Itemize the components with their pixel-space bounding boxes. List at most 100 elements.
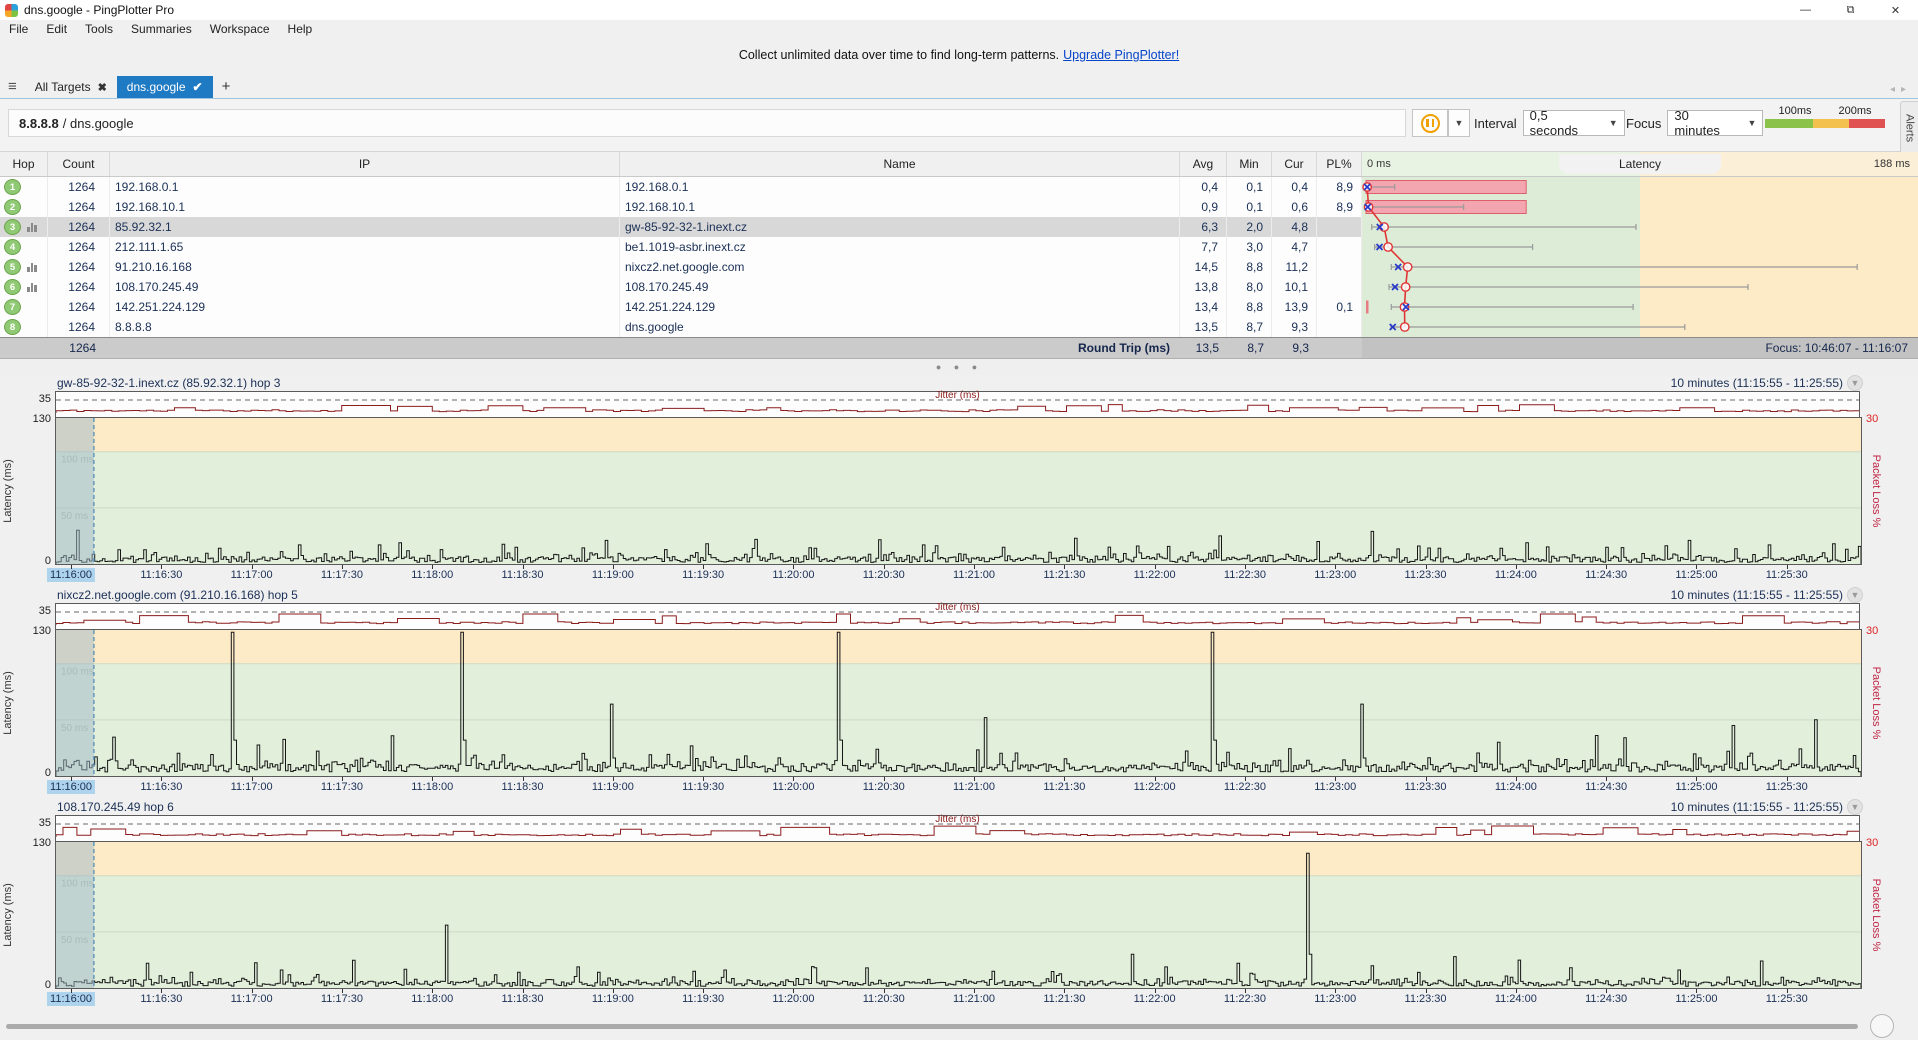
menu-help[interactable]: Help: [279, 22, 322, 36]
avg-cell: 6,3: [1180, 217, 1227, 237]
time-tick-label: 11:24:30: [1582, 780, 1630, 794]
close-tab-icon[interactable]: ✖: [98, 81, 107, 94]
table-row[interactable]: 1 1264 192.168.0.1 192.168.0.1 0,4 0,1 0…: [0, 177, 1918, 197]
latency-plot[interactable]: 100 ms50 ms: [55, 629, 1862, 777]
scrollbar-thumb[interactable]: [1870, 1014, 1894, 1038]
focus-range: Focus: 10:46:07 - 11:16:07: [1362, 338, 1918, 358]
time-tick-label: 11:24:30: [1582, 568, 1630, 582]
time-tick-label: 11:25:00: [1672, 568, 1720, 582]
table-row[interactable]: 8 1264 8.8.8.8 dns.google 13,5 8,7 9,3: [0, 317, 1918, 337]
col-avg: Avg: [1180, 152, 1227, 176]
y-max-label: 130: [33, 413, 51, 425]
menu-summaries[interactable]: Summaries: [122, 22, 201, 36]
jitter-band: Jitter (ms): [55, 391, 1860, 417]
y-min-label: 0: [45, 555, 51, 567]
tab-dns-google[interactable]: dns.google ✔: [117, 76, 213, 98]
packet-loss-max-label: 30: [1866, 625, 1878, 637]
tab-all-targets[interactable]: All Targets ✖: [25, 76, 117, 98]
pl-cell: 8,9: [1317, 197, 1362, 217]
chevron-down-icon: ▼: [1609, 118, 1618, 128]
latency-color-legend: 100ms 200ms: [1765, 105, 1885, 128]
add-tab-button[interactable]: +: [213, 78, 240, 98]
hamburger-icon[interactable]: ≡: [0, 78, 25, 98]
time-range-control[interactable]: 10 minutes (11:15:55 - 11:25:55) ▼: [1671, 799, 1863, 815]
jitter-caption: Jitter (ms): [931, 390, 983, 401]
jitter-band: Jitter (ms): [55, 603, 1860, 629]
table-row[interactable]: 5 1264 91.210.16.168 nixcz2.net.google.c…: [0, 257, 1918, 277]
menu-tools[interactable]: Tools: [76, 22, 122, 36]
time-range-control[interactable]: 10 minutes (11:15:55 - 11:25:55) ▼: [1671, 587, 1863, 603]
cur-cell: 4,8: [1272, 217, 1317, 237]
time-range-label: 10 minutes (11:15:55 - 11:25:55): [1671, 800, 1843, 814]
time-tick-label: 11:24:00: [1492, 992, 1540, 1006]
latency-series: 100 ms50 ms: [56, 418, 1861, 564]
time-tick-label: 11:20:30: [860, 780, 908, 794]
latency-scale-min: 0 ms: [1367, 158, 1391, 170]
scrollbar-track[interactable]: [6, 1024, 1858, 1029]
checkmark-icon: ✔: [193, 80, 203, 94]
latency-title: Latency: [1559, 154, 1721, 174]
table-row[interactable]: 2 1264 192.168.10.1 192.168.10.1 0,9 0,1…: [0, 197, 1918, 217]
menu-workspace[interactable]: Workspace: [201, 22, 279, 36]
alerts-label: Alerts: [1904, 114, 1916, 142]
target-ip: 8.8.8.8: [19, 116, 59, 131]
time-range-control[interactable]: 10 minutes (11:15:55 - 11:25:55) ▼: [1671, 375, 1863, 391]
time-tick-label: 11:23:00: [1311, 568, 1359, 582]
time-axis: 11:16:0011:16:3011:17:0011:17:3011:18:00…: [56, 565, 1862, 583]
hop-rows: 1 1264 192.168.0.1 192.168.0.1 0,4 0,1 0…: [0, 177, 1918, 337]
time-tick-label: 11:22:00: [1131, 992, 1179, 1006]
timeline-graph: 108.170.245.49 hop 6 10 minutes (11:15:5…: [0, 799, 1918, 1011]
timeline-scrollbar: [0, 1011, 1918, 1040]
menu-edit[interactable]: Edit: [37, 22, 76, 36]
ip-cell: 192.168.10.1: [110, 197, 620, 217]
target-address-box[interactable]: 8.8.8.8 / dns.google: [8, 109, 1406, 137]
count-cell: 1264: [48, 297, 110, 317]
time-tick-label: 11:21:00: [950, 992, 998, 1006]
min-cell: 8,0: [1227, 277, 1272, 297]
table-row[interactable]: 7 1264 142.251.224.129 142.251.224.129 1…: [0, 297, 1918, 317]
time-tick-label: 11:19:30: [679, 568, 727, 582]
time-tick-label: 11:17:30: [318, 568, 366, 582]
ip-cell: 212.111.1.65: [110, 237, 620, 257]
chevron-down-icon: ▼: [1847, 799, 1863, 815]
time-tick-label: 11:18:00: [408, 780, 456, 794]
summary-cur: 9,3: [1272, 338, 1317, 358]
col-latency: 0 ms Latency 188 ms: [1362, 152, 1918, 176]
menu-file[interactable]: File: [0, 22, 37, 36]
close-button[interactable]: ✕: [1873, 0, 1918, 20]
interval-select[interactable]: 0,5 seconds ▼: [1523, 110, 1625, 136]
time-tick-label: 11:17:00: [228, 568, 276, 582]
table-row[interactable]: 4 1264 212.111.1.65 be1.1019-asbr.inext.…: [0, 237, 1918, 257]
alerts-side-tab[interactable]: Alerts: [1900, 101, 1918, 155]
time-tick-label: 11:17:30: [318, 780, 366, 794]
restore-button[interactable]: ⧉: [1828, 0, 1873, 20]
time-tick-label: 11:19:30: [679, 780, 727, 794]
latency-plot[interactable]: 100 ms50 ms: [55, 841, 1862, 989]
time-tick-label: 11:17:00: [228, 780, 276, 794]
focus-select[interactable]: 30 minutes ▼: [1667, 110, 1763, 136]
min-cell: 8,8: [1227, 257, 1272, 277]
table-row[interactable]: 6 1264 108.170.245.49 108.170.245.49 13,…: [0, 277, 1918, 297]
minimize-button[interactable]: —: [1783, 0, 1828, 20]
pause-button[interactable]: [1412, 109, 1448, 137]
cur-cell: 11,2: [1272, 257, 1317, 277]
pause-dropdown-button[interactable]: ▼: [1448, 109, 1470, 137]
upgrade-link[interactable]: Upgrade PingPlotter!: [1063, 48, 1179, 62]
splitter-handle[interactable]: ● ● ●: [0, 359, 1918, 375]
avg-cell: 0,9: [1180, 197, 1227, 217]
min-cell: 2,0: [1227, 217, 1272, 237]
latency-series: 100 ms50 ms: [56, 630, 1861, 776]
pl-cell: 0,1: [1317, 297, 1362, 317]
ip-cell: 8.8.8.8: [110, 317, 620, 337]
time-range-label: 10 minutes (11:15:55 - 11:25:55): [1671, 376, 1843, 390]
time-tick-label: 11:18:00: [408, 992, 456, 1006]
col-ip: IP: [110, 152, 620, 176]
name-cell: 108.170.245.49: [620, 277, 1180, 297]
time-axis: 11:16:0011:16:3011:17:0011:17:3011:18:00…: [56, 777, 1862, 795]
tab-scroll-arrows[interactable]: ◂▸: [1890, 84, 1912, 95]
latency-plot[interactable]: 100 ms50 ms: [55, 417, 1862, 565]
focus-value: 30 minutes: [1674, 108, 1735, 138]
table-row[interactable]: 3 1264 85.92.32.1 gw-85-92-32-1.inext.cz…: [0, 217, 1918, 237]
latency-axis-label: Latency (ms): [2, 883, 14, 947]
count-cell: 1264: [48, 177, 110, 197]
